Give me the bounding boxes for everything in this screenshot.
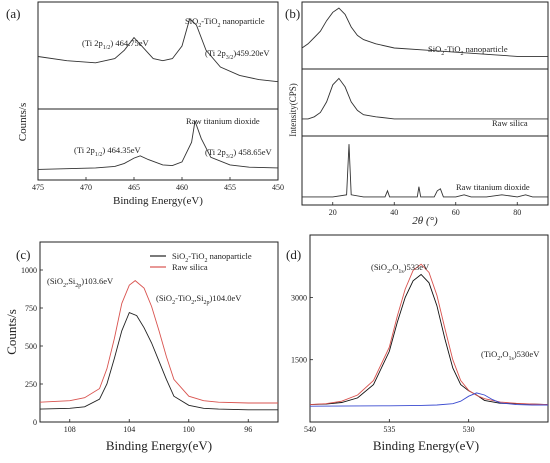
- panel-b-xlabel: 2θ (°): [412, 215, 438, 227]
- panel-b-series-nanoparticle: [301, 7, 548, 57]
- panel-c-x-ticks: 108 104 100 96: [64, 419, 252, 434]
- panel-b-series-raw-silica: [302, 77, 548, 120]
- panel-a-series-nanoparticle: [37, 17, 279, 83]
- panel-b-label: (b): [285, 6, 300, 21]
- panel-d: (d) Binding Energy(eV) 540 535 530 1500 300…: [286, 234, 549, 453]
- panel-c-series-raw-silica: [39, 280, 278, 404]
- panel-a-label-nanoparticle: SiO2-TiO2 nanoparticle: [185, 16, 265, 29]
- panel-d-y-tick-label: 1500: [291, 356, 307, 365]
- panel-a-x-ticks: 475 470 465 460 455 450: [32, 177, 284, 192]
- panel-b-label-nanoparticle: SiO2-TiO2 nanoparticle: [428, 44, 508, 57]
- panel-a-annotation-4: (Ti 2p3/2) 458.65eV: [205, 147, 272, 160]
- panel-d-series: [309, 263, 549, 407]
- panel-d-y-ticks: 1500 3000: [291, 293, 313, 365]
- panel-d-label: (d): [286, 247, 301, 262]
- panel-b-label-raw-tio2: Raw titanium dioxide: [456, 182, 530, 192]
- panel-a-annotation-2: (Ti 2p3/2)459.20eV: [205, 48, 270, 61]
- panel-d-x-tick-label: 535: [383, 425, 395, 434]
- panel-b: (b) Intensity(CPS) 2θ (°) 20 40 60 80 SiO2-…: [285, 1, 549, 227]
- panel-a-frame: [37, 1, 279, 181]
- panel-d-x-tick-label: 540: [304, 425, 316, 434]
- panel-c-ylabel: Counts/s: [4, 309, 19, 355]
- panel-d-x-ticks: 540 535 530: [304, 419, 475, 434]
- panel-b-ylabel: Intensity(CPS): [288, 83, 298, 137]
- panel-d-xlabel: Binding Energy(eV): [373, 438, 479, 453]
- panel-c-y-tick-label: 250: [25, 380, 37, 389]
- panel-c-series: [39, 280, 278, 411]
- panel-a-x-tick-label: 450: [272, 183, 284, 192]
- panel-b-x-tick-label: 80: [513, 208, 521, 217]
- panel-a-x-tick-label: 475: [32, 183, 44, 192]
- panel-b-label-raw-silica: Raw silica: [492, 118, 528, 128]
- panel-d-series-measured: [309, 273, 549, 406]
- panel-a-ylabel: Counts/s: [17, 103, 29, 142]
- panel-b-x-tick-label: 60: [452, 208, 460, 217]
- panel-a-x-tick-label: 465: [128, 183, 140, 192]
- panel-a-label: (a): [6, 6, 20, 21]
- panel-a-x-tick-label: 455: [224, 183, 236, 192]
- panel-c-frame: [39, 241, 279, 423]
- panel-d-frame: [309, 234, 549, 423]
- panel-c-series-nanoparticle: [39, 312, 278, 411]
- legend-label-raw-silica: Raw silica: [172, 262, 208, 272]
- panel-d-annotation-2: (TiO2,O1s)530eV: [481, 349, 540, 362]
- panel-c-xlabel: Binding Energy(eV): [106, 438, 212, 453]
- panel-c-label: (c): [16, 247, 30, 262]
- panel-c-x-tick-label: 104: [123, 425, 135, 434]
- panel-a-x-tick-label: 460: [176, 183, 188, 192]
- panel-d-x-tick-label: 530: [463, 425, 475, 434]
- panel-b-series-raw-tio2: [302, 144, 548, 198]
- panel-c-annotation-2: (SiO2-TiO2,Si2p)104.0eV: [156, 293, 242, 306]
- panel-b-series: [301, 7, 548, 198]
- panel-a-label-raw-tio2: Raw titanium dioxide: [186, 116, 260, 126]
- panel-a: (a) Counts/s Binding Energy(eV) 475 470 46…: [6, 1, 284, 207]
- panel-a-annotation-1: (Ti 2p1/2) 464.75eV: [82, 38, 149, 51]
- panel-c-legend: SiO2-TiO2 nanoparticle Raw silica: [150, 251, 252, 272]
- panel-c-annotation-1: (SiO2,Si2p)103.6eV: [47, 276, 114, 289]
- legend-label-nanoparticle: SiO2-TiO2 nanoparticle: [172, 251, 252, 264]
- panel-c-y-tick-label: 500: [25, 342, 37, 351]
- panel-b-frame: [301, 1, 549, 206]
- panel-a-x-tick-label: 470: [80, 183, 92, 192]
- panel-c: (c) Counts/s Binding Energy(eV) 108 104 10…: [4, 241, 279, 453]
- panel-b-x-tick-label: 20: [329, 208, 337, 217]
- panel-c-x-tick-label: 96: [244, 425, 252, 434]
- panel-c-y-tick-label: 1000: [21, 266, 37, 275]
- panel-a-xlabel: Binding Energy(eV): [113, 195, 203, 207]
- panel-d-series-tio2-component: [309, 392, 548, 407]
- panel-c-x-tick-label: 100: [183, 425, 195, 434]
- panel-d-y-tick-label: 3000: [291, 293, 307, 302]
- panel-a-annotation-3: (Ti 2p1/2) 464.35eV: [74, 145, 141, 158]
- panel-d-series-fit: [309, 263, 549, 406]
- panel-c-y-tick-label: 0: [33, 418, 37, 427]
- panel-a-series: [37, 17, 279, 170]
- panel-b-x-tick-label: 40: [390, 208, 398, 217]
- panel-b-x-ticks: 20 40 60 80: [329, 202, 521, 217]
- panel-c-x-tick-label: 108: [64, 425, 76, 434]
- panel-a-series-raw-tio2: [37, 120, 279, 170]
- panel-d-annotation-1: (SiO2,O1s)533eV: [371, 262, 430, 275]
- panel-c-y-ticks: 0 250 500 750 1000: [21, 266, 43, 427]
- panel-c-y-tick-label: 750: [25, 304, 37, 313]
